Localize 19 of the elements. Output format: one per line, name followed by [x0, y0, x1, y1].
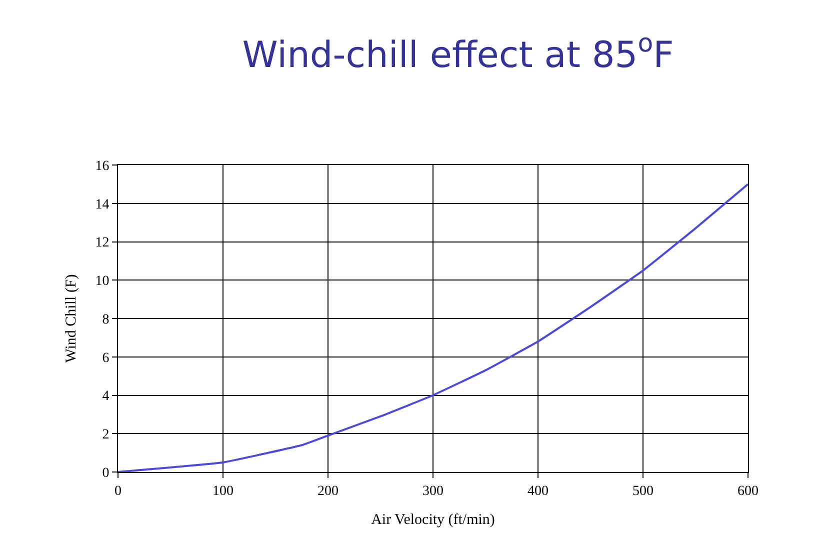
- chart-title: Wind-chill effect at 85$^{o}$F: [242, 28, 674, 76]
- x-tick-label: 0: [114, 484, 122, 499]
- y-tick-label: 12: [95, 236, 110, 251]
- x-tick-label: 600: [738, 484, 758, 499]
- x-tick-label: 100: [212, 484, 234, 499]
- y-tick-label: 10: [95, 274, 110, 290]
- y-tick-label: 2: [102, 428, 110, 443]
- y-tick-label: 0: [102, 466, 110, 481]
- y-tick-label: 16: [95, 158, 110, 174]
- x-tick-label: 500: [632, 484, 654, 499]
- y-axis-title: Wind Chill (F): [63, 274, 80, 363]
- x-tick-label: 300: [422, 484, 444, 499]
- y-tick-label: 14: [95, 197, 110, 212]
- y-tick-label: 4: [102, 389, 110, 404]
- x-tick-label: 400: [528, 484, 548, 499]
- y-tick-label: 8: [102, 312, 110, 328]
- y-tick-label: 6: [102, 350, 110, 366]
- x-axis-title: Air Velocity (ft/min): [371, 512, 495, 528]
- x-tick-label: 200: [318, 484, 338, 499]
